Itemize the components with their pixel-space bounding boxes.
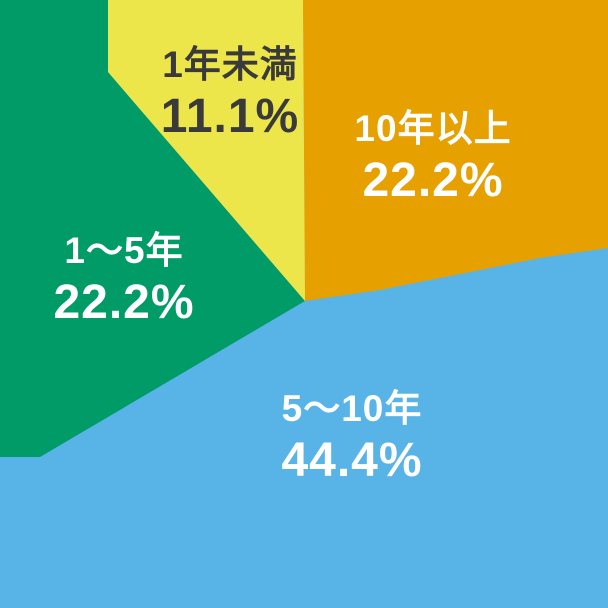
- slice-10y-plus: [303, 0, 608, 301]
- slice-1-5y: [0, 0, 305, 457]
- slice-under-1y: [108, 0, 305, 301]
